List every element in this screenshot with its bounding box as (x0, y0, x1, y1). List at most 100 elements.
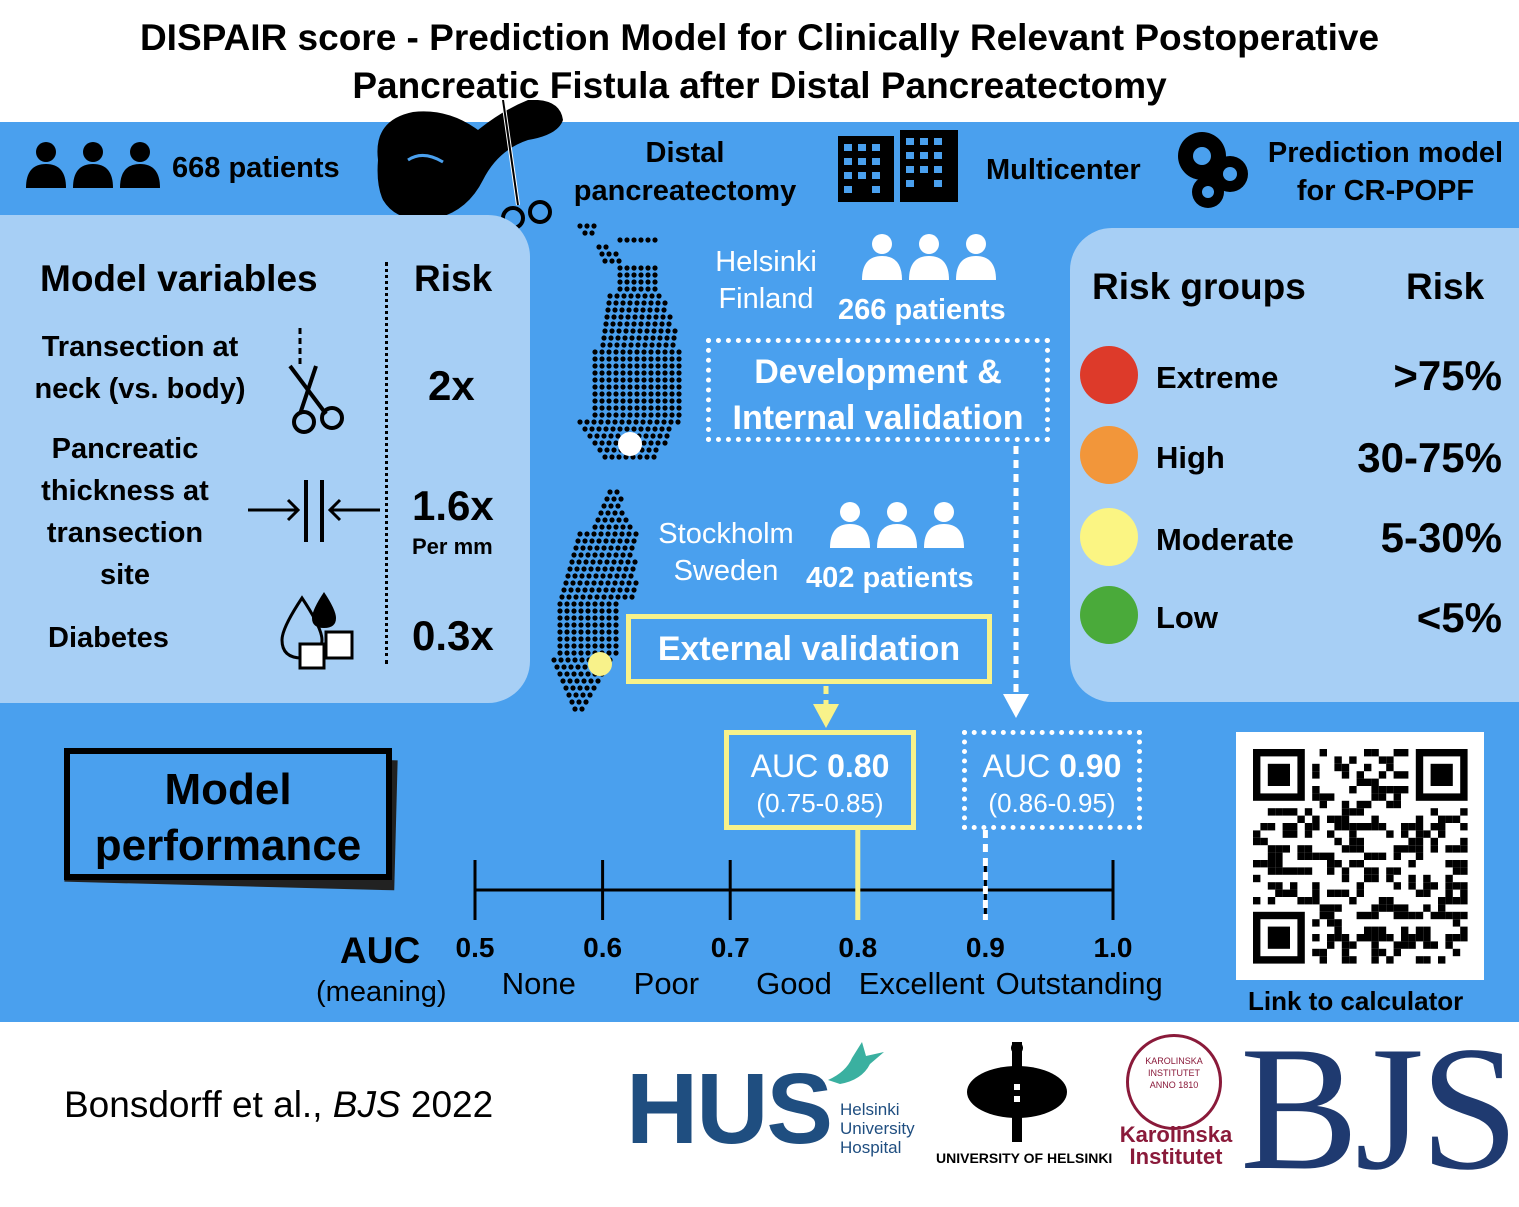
finland-map-dot (634, 398, 640, 404)
finland-map-dot (626, 419, 632, 425)
qr-module (1297, 867, 1305, 875)
internal-auc-prefix: AUC (982, 748, 1051, 784)
qr-module (1415, 815, 1424, 823)
qr-module (1445, 911, 1453, 920)
finland-map-dot (644, 328, 650, 334)
finland-map-dot (599, 349, 605, 355)
external-auc-ci: (0.75-0.85) (756, 788, 884, 818)
sweden-map-dot (599, 524, 605, 530)
auc-tick-label: 0.5 (455, 932, 495, 963)
karolinska-seal: KAROLINSKA INSTITUTET ANNO 1810 (1126, 1034, 1222, 1130)
qr-module (1371, 934, 1379, 942)
qr-module (1356, 771, 1364, 779)
finland-map-dot (638, 279, 644, 285)
finland-map-dot (661, 419, 667, 425)
qr-module (1304, 845, 1313, 853)
qr-module (1341, 763, 1350, 772)
qr-module (1319, 911, 1327, 920)
finland-map-dot (648, 363, 654, 369)
finland-map-dot (612, 307, 618, 313)
sweden-map-dot (557, 601, 563, 607)
finland-map-dot (618, 314, 624, 320)
finland-map-dot (645, 237, 651, 243)
finland-map-dot (645, 321, 651, 327)
qr-module (1364, 911, 1372, 920)
finland-map-dot (587, 433, 593, 439)
finland-map-dot (655, 363, 661, 369)
sweden-map-dot (631, 538, 637, 544)
risk-name-moderate: Moderate (1156, 522, 1294, 557)
qr-module (1371, 815, 1379, 823)
finland-map-dot (662, 300, 668, 306)
procedure-label: Distal pancreatectomy (555, 134, 815, 210)
finland-map-dot (620, 384, 626, 390)
finland-map-dot (648, 405, 654, 411)
sweden-map-dot (599, 601, 605, 607)
qr-module (1430, 882, 1438, 890)
sweden-map-dot (577, 685, 583, 691)
finland-map-dot (641, 349, 647, 355)
variable-diabetes-label: Diabetes (48, 622, 169, 654)
qr-module (1452, 911, 1461, 920)
risk-groups-risk-header: Risk (1406, 266, 1485, 307)
auc-axis-label: AUC (340, 930, 421, 971)
internal-auc-box: AUC 0.90 (0.86-0.95) (962, 730, 1142, 830)
qr-module (1341, 941, 1350, 949)
qr-module (1401, 941, 1409, 949)
qr-module (1267, 867, 1276, 875)
finland-map-dot (626, 307, 632, 313)
finland-map-dot (599, 356, 605, 362)
qr-module (1341, 948, 1350, 957)
stockholm-city: Stockholm (658, 518, 794, 550)
qr-module (1408, 860, 1416, 868)
finland-map-dot (638, 286, 644, 292)
sweden-map-dot (585, 608, 591, 614)
finland-map-dot (648, 391, 654, 397)
qr-module (1393, 941, 1401, 949)
sweden-map-dot (602, 566, 608, 572)
qr-module (1260, 823, 1268, 831)
sweden-map-dot (569, 559, 575, 565)
finland-map-dot (616, 454, 622, 460)
auc-axis-sublabel: (meaning) (316, 976, 447, 1008)
qr-module (1349, 830, 1357, 838)
qr-module (1327, 919, 1335, 927)
finland-map-dot (675, 419, 681, 425)
pancreas-scissors-icon (377, 100, 563, 230)
hus-text: Helsinki University Hospital (840, 1100, 915, 1157)
qr-module (1364, 926, 1372, 934)
external-validation-label: External validation (657, 630, 961, 668)
qr-module (1327, 934, 1335, 942)
finland-map-dot (639, 314, 645, 320)
sweden-map-dot (573, 692, 579, 698)
sweden-map-dot (582, 538, 588, 544)
qr-module (1423, 904, 1431, 912)
sweden-map-dot (612, 580, 618, 586)
auc-tick-label: 1.0 (1093, 932, 1133, 963)
qr-module (1282, 889, 1290, 897)
qr-code[interactable] (1236, 732, 1484, 980)
sweden-map-dot (581, 678, 587, 684)
qr-module (1267, 860, 1276, 868)
finland-map-dot (620, 356, 626, 362)
qr-module (1438, 956, 1446, 964)
sweden-map-dot (571, 552, 577, 558)
finland-map-dot (606, 384, 612, 390)
finland-map-dot (645, 265, 651, 271)
qr-module (1327, 941, 1335, 949)
qr-module (1393, 793, 1401, 801)
finland-map-dot (663, 342, 669, 348)
finland-map-dot (646, 447, 652, 453)
qr-module (1415, 926, 1424, 934)
qr-module (1341, 867, 1350, 875)
finland-map-dot (676, 398, 682, 404)
auc-meaning-label: Excellent (858, 966, 985, 1001)
sweden-map-dot (563, 580, 569, 586)
qr-module (1312, 852, 1320, 860)
sweden-map-dot (587, 692, 593, 698)
gears-icon (1178, 132, 1248, 208)
sweden-map-dot (570, 685, 576, 691)
sweden-map-dot (557, 643, 563, 649)
qr-module (1445, 874, 1453, 883)
